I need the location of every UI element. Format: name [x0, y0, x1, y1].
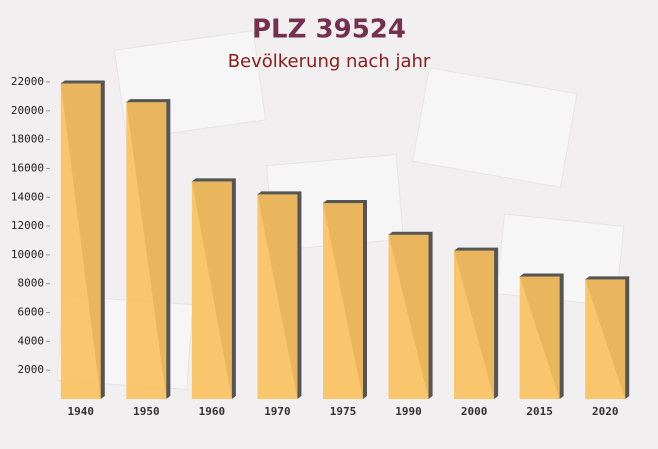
y-tick-label: 8000 — [18, 277, 45, 290]
x-tick-label: 1990 — [395, 405, 422, 418]
x-tick-label: 2015 — [526, 405, 553, 418]
bar — [454, 250, 495, 399]
chart-subtitle: Bevölkerung nach jahr — [228, 51, 431, 72]
y-tick-label: 4000 — [18, 334, 45, 347]
y-tick-label: 14000 — [11, 190, 44, 203]
y-tick-label: 12000 — [11, 219, 44, 232]
x-tick-label: 1970 — [264, 405, 291, 418]
y-tick-label: 6000 — [18, 306, 45, 319]
y-tick-label: 20000 — [11, 104, 44, 117]
bar — [323, 203, 363, 399]
y-tick-label: 2000 — [18, 363, 45, 376]
x-tick-label: 1950 — [133, 405, 160, 418]
x-tick-label: 1960 — [199, 405, 226, 418]
y-tick-label: 16000 — [11, 161, 44, 174]
chart-title: PLZ 39524 — [252, 15, 406, 45]
bar — [191, 181, 232, 399]
x-tick-label: 2020 — [592, 405, 619, 418]
y-tick-label: 10000 — [11, 248, 44, 261]
bar — [257, 194, 298, 399]
y-tick-label: 18000 — [11, 133, 44, 146]
bar — [519, 276, 560, 399]
bar — [60, 83, 101, 399]
x-tick-label: 2000 — [461, 405, 488, 418]
bar — [388, 234, 429, 399]
bar — [585, 279, 626, 399]
x-tick-label: 1940 — [68, 405, 95, 418]
bar — [126, 102, 167, 399]
x-tick-label: 1975 — [330, 405, 357, 418]
y-tick-label: 22000 — [11, 75, 44, 88]
